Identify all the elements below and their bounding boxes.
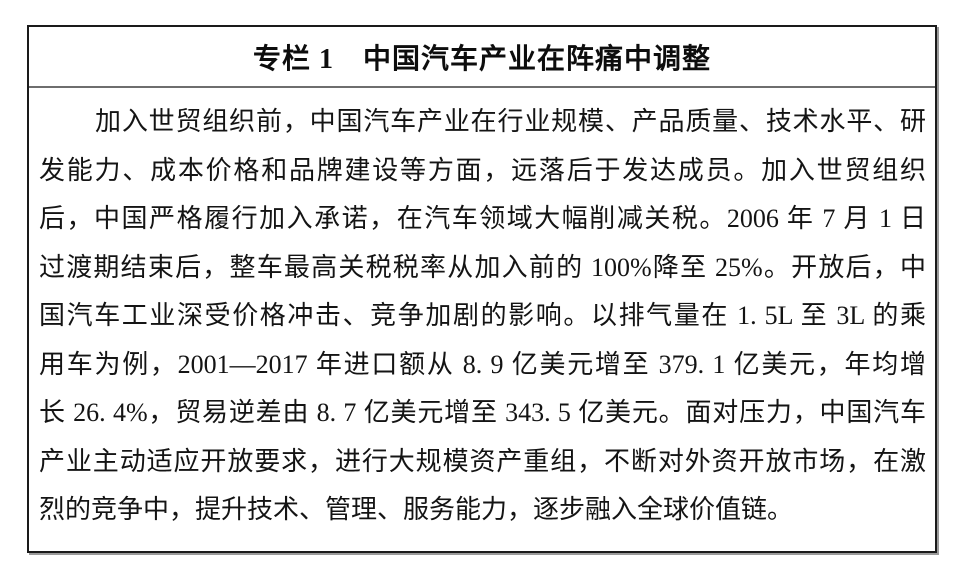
header-divider	[29, 86, 935, 88]
paragraph-line: 产业主动适应开放要求，进行大规模资产重组，不断对外资开放市场，在激	[39, 446, 926, 476]
paragraph-line: 国汽车工业深受价格冲击、竞争加剧的影响。以排气量在 1. 5L 至 3L 的乘	[39, 301, 926, 330]
paragraph-line: 加入世贸组织前，中国汽车产业在行业规模、产品质量、技术水平、研	[95, 107, 926, 136]
column-body: 加入世贸组织前，中国汽车产业在行业规模、产品质量、技术水平、研发能力、成本价格和…	[29, 88, 935, 535]
paragraph-line: 过渡期结束后，整车最高关税税率从加入前的 100%降至 25%。开放后，中	[39, 252, 926, 282]
paragraph-line: 后，中国严格履行加入承诺，在汽车领域大幅削减关税。2006 年 7 月 1 日	[39, 204, 926, 233]
column-title: 专栏 1 中国汽车产业在阵痛中调整	[252, 43, 711, 75]
paragraph-line: 长 26. 4%，贸易逆差由 8. 7 亿美元增至 343. 5 亿美元。面对压…	[39, 398, 926, 427]
paragraph-line: 发能力、成本价格和品牌建设等方面，远落后于发达成员。加入世贸组织	[39, 155, 926, 185]
column-header: 专栏 1 中国汽车产业在阵痛中调整	[29, 27, 935, 86]
column-box: 专栏 1 中国汽车产业在阵痛中调整 加入世贸组织前，中国汽车产业在行业规模、产品…	[27, 25, 937, 553]
paragraph-line: 用车为例，2001—2017 年进口额从 8. 9 亿美元增至 379. 1 亿…	[39, 349, 926, 379]
paragraph-line: 烈的竞争中，提升技术、管理、服务能力，逐步融入全球价值链。	[39, 495, 794, 524]
